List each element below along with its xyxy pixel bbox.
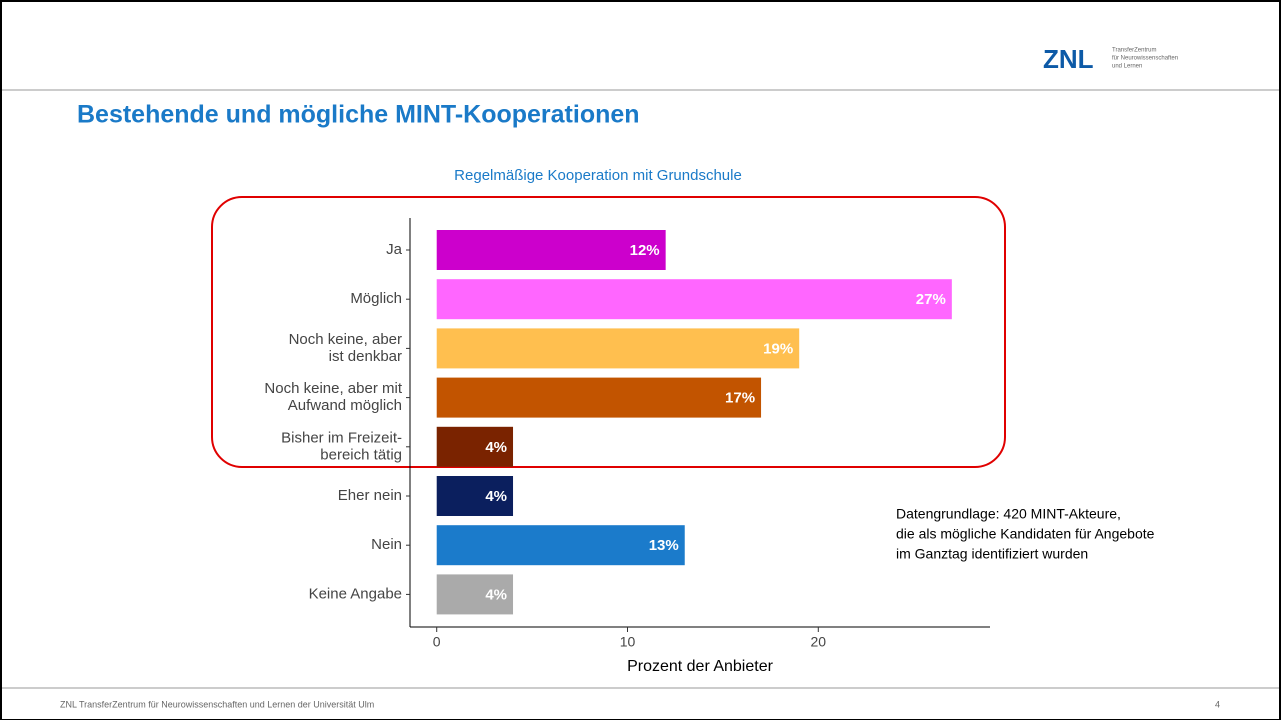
highlight-frame [211,196,1006,468]
y-tick-label: Aufwand möglich [288,397,402,414]
bar [436,525,685,566]
value-label: 12% [630,242,660,259]
value-label: 27% [916,291,946,308]
y-tick-label: Noch keine, aber [289,331,402,348]
y-tick-label: Nein [371,536,402,553]
value-label: 4% [485,439,507,456]
note: Datengrundlage: 420 MINT-Akteure, [896,506,1121,522]
value-label: 4% [485,586,507,603]
y-tick-label: Bisher im Freizeit- [281,429,402,446]
x-tick-label: 20 [811,634,827,650]
x-tick-label: 10 [620,634,636,650]
value-label: 19% [763,340,793,357]
bar [436,230,666,270]
bar [436,574,514,615]
chart-title: Regelmäßige Kooperation mit Grundschule [454,167,742,184]
bar [436,377,762,418]
y-tick-label: bereich tätig [320,446,402,463]
logo: ZNL [1043,44,1094,74]
y-tick-label: Keine Angabe [309,585,402,602]
y-tick-label: ist denkbar [329,348,402,365]
bar [436,328,800,369]
y-tick-label: Ja [386,241,403,258]
slide-title: Bestehende und mögliche MINT-Kooperation… [77,101,640,129]
logo-sub: für Neurowissenschaften [1112,56,1178,62]
value-label: 17% [725,390,755,407]
logo-sub: und Lernen [1112,64,1142,70]
page-number: 4 [1215,699,1220,709]
x-tick-label: 0 [433,634,441,650]
note: die als mögliche Kandidaten für Angebote [896,526,1155,542]
logo-sub: TransferZentrum [1112,48,1156,54]
y-tick-label: Noch keine, aber mit [264,380,402,397]
bar [436,426,514,467]
bar [436,476,514,516]
value-label: 13% [649,537,679,554]
y-tick-label: Möglich [350,290,402,307]
y-tick-label: Eher nein [338,487,402,504]
bar [436,279,952,320]
x-axis-label: Prozent der Anbieter [627,658,774,675]
value-label: 4% [485,488,507,505]
footer-text: ZNL TransferZentrum für Neurowissenschaf… [60,699,374,709]
note: im Ganztag identifiziert wurden [896,546,1088,562]
